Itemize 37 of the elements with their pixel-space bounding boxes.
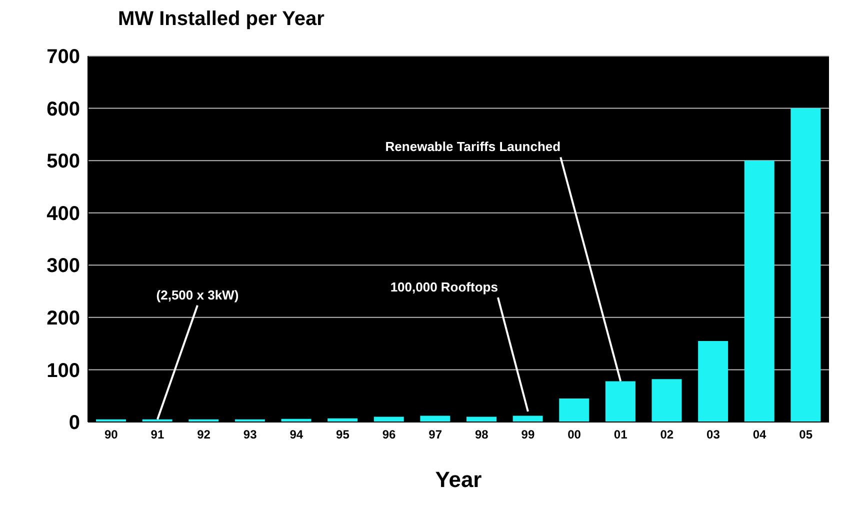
x-tick-label: 02 bbox=[660, 428, 674, 442]
y-tick-label: 600 bbox=[46, 98, 80, 120]
x-tick-label: 05 bbox=[799, 428, 813, 442]
x-tick-label: 95 bbox=[336, 428, 350, 442]
y-tick-label: 200 bbox=[46, 308, 80, 330]
y-tick-label: 500 bbox=[46, 150, 80, 173]
x-tick-label: 90 bbox=[104, 428, 118, 442]
bar bbox=[698, 340, 728, 422]
x-tick-label: 93 bbox=[243, 428, 258, 442]
x-tick-label: 98 bbox=[474, 428, 489, 442]
annotation: (2,500 x 3kW) bbox=[156, 287, 239, 302]
x-tick-label: 00 bbox=[568, 428, 582, 442]
y-tick-label: 100 bbox=[46, 360, 80, 382]
bar bbox=[512, 416, 543, 422]
x-tick-label: 91 bbox=[150, 428, 164, 442]
x-tick-label: 97 bbox=[428, 428, 442, 442]
y-tick-label: 0 bbox=[68, 412, 80, 434]
x-tick-label: 96 bbox=[382, 428, 396, 442]
x-tick-label: 01 bbox=[614, 428, 628, 442]
annotation: 100,000 Rooftops bbox=[390, 280, 498, 295]
annotation: Renewable Tariffs Launched bbox=[385, 139, 561, 154]
bar bbox=[605, 381, 636, 422]
y-tick-label: 300 bbox=[46, 255, 80, 278]
x-tick-label: 94 bbox=[290, 428, 304, 442]
bar bbox=[652, 379, 682, 422]
bar bbox=[744, 160, 774, 422]
x-tick-label: 99 bbox=[521, 428, 535, 442]
bar bbox=[420, 416, 450, 422]
y-tick-label: 400 bbox=[46, 202, 80, 225]
x-axis-title: Year bbox=[435, 467, 482, 492]
x-tick-label: 04 bbox=[752, 428, 767, 442]
x-tick-label: 03 bbox=[706, 428, 720, 442]
bar bbox=[790, 108, 821, 422]
bar bbox=[559, 398, 590, 422]
chart-title: MW Installed per Year bbox=[117, 8, 326, 32]
y-tick-label: 700 bbox=[46, 46, 80, 68]
x-tick-label: 92 bbox=[197, 428, 211, 442]
